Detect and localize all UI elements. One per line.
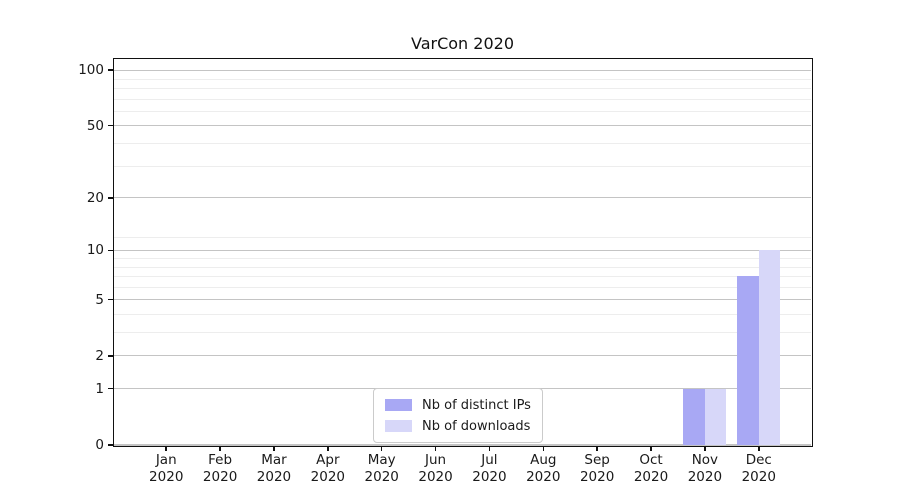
- x-tick-mark: [219, 446, 221, 451]
- y-tick-mark: [107, 387, 113, 390]
- x-tick-label: Nov 2020: [670, 452, 740, 485]
- x-tick-year: 2020: [202, 468, 238, 485]
- y-gridline-minor: [114, 314, 811, 316]
- x-tick-month: May: [367, 452, 396, 468]
- y-gridline-major: [114, 69, 811, 71]
- y-gridline-minor: [114, 78, 811, 80]
- x-tick-mark: [758, 446, 760, 451]
- y-tick-label: 50: [86, 117, 104, 134]
- x-tick-month: Oct: [639, 452, 663, 468]
- x-tick-year: 2020: [310, 468, 345, 485]
- y-tick-label: 100: [78, 62, 104, 79]
- x-tick-year: 2020: [687, 468, 723, 485]
- x-tick-label: Aug 2020: [508, 452, 578, 485]
- y-gridline-minor: [114, 111, 811, 113]
- legend-item-downloads: Nb of downloads: [385, 417, 531, 435]
- legend-swatch-distinct-ips: [385, 399, 412, 411]
- y-gridline-major: [114, 444, 811, 446]
- x-tick-year: 2020: [579, 468, 615, 485]
- y-gridline-minor: [114, 286, 811, 288]
- y-gridline-major: [114, 355, 811, 357]
- x-tick-mark: [380, 446, 383, 451]
- y-tick-mark: [107, 298, 113, 301]
- y-gridline-minor: [114, 88, 811, 90]
- x-tick-year: 2020: [633, 468, 669, 485]
- x-tick-mark: [650, 446, 652, 451]
- legend-label-downloads: Nb of downloads: [422, 418, 531, 434]
- x-tick-mark: [165, 446, 167, 451]
- y-tick-label: 2: [95, 347, 104, 364]
- y-gridline-minor: [114, 332, 811, 334]
- legend-swatch-downloads: [385, 420, 412, 432]
- x-tick-label: Sep 2020: [562, 452, 632, 485]
- x-tick-year: 2020: [149, 468, 184, 485]
- bar-nb-of-downloads-dec: [758, 250, 781, 445]
- x-tick-month: Jul: [481, 452, 498, 468]
- y-tick-label: 1: [95, 380, 104, 397]
- y-tick-mark: [107, 444, 113, 446]
- bar-nb-of-downloads-nov: [704, 388, 727, 445]
- x-tick-year: 2020: [364, 468, 399, 485]
- x-tick-month: Feb: [208, 452, 233, 468]
- y-tick-label: 0: [95, 437, 104, 453]
- y-gridline-minor: [114, 258, 811, 260]
- x-tick-mark: [704, 446, 706, 451]
- x-tick-mark: [596, 446, 598, 451]
- y-gridline-minor: [114, 266, 811, 268]
- y-tick-label: 20: [86, 189, 104, 206]
- y-tick-mark: [107, 124, 113, 127]
- x-tick-label: Apr 2020: [293, 452, 363, 485]
- x-tick-month: Sep: [584, 452, 610, 468]
- x-tick-mark: [273, 446, 275, 451]
- x-tick-month: Aug: [530, 452, 557, 468]
- y-tick-mark: [107, 355, 113, 357]
- y-tick-label: 10: [86, 242, 104, 259]
- y-gridline-minor: [114, 143, 811, 145]
- y-tick-mark: [107, 249, 113, 252]
- y-gridline-minor: [114, 98, 811, 100]
- x-tick-year: 2020: [526, 468, 561, 485]
- y-gridline-minor: [114, 166, 811, 168]
- y-gridline-major: [114, 298, 811, 301]
- x-tick-year: 2020: [256, 468, 292, 485]
- x-tick-year: 2020: [472, 468, 507, 485]
- x-tick-label: Jun 2020: [401, 452, 471, 485]
- x-tick-month: Nov: [691, 452, 719, 468]
- y-gridline-minor: [114, 276, 811, 278]
- x-tick-month: Apr: [316, 452, 340, 468]
- x-tick-mark: [488, 446, 491, 451]
- x-tick-year: 2020: [741, 468, 776, 485]
- x-tick-label: Feb 2020: [185, 452, 255, 485]
- legend-label-distinct-ips: Nb of distinct IPs: [422, 397, 531, 413]
- x-tick-month: Mar: [261, 452, 287, 468]
- x-tick-label: Dec 2020: [724, 452, 794, 485]
- bar-nb-of-distinct-ips-dec: [737, 276, 759, 445]
- x-tick-mark: [327, 446, 329, 451]
- x-tick-label: May 2020: [347, 452, 417, 485]
- x-tick-month: Jun: [425, 452, 447, 468]
- y-gridline-major: [114, 249, 811, 251]
- x-tick-label: Mar 2020: [239, 452, 309, 485]
- bar-nb-of-distinct-ips-nov: [683, 388, 705, 445]
- y-tick-label: 5: [95, 291, 104, 308]
- x-tick-month: Dec: [745, 452, 772, 468]
- y-tick-mark: [107, 69, 113, 71]
- chart-title: VarCon 2020: [411, 34, 514, 53]
- plot-area: [114, 59, 811, 446]
- x-tick-mark: [434, 446, 437, 451]
- x-tick-mark: [542, 446, 545, 451]
- y-gridline-major: [114, 125, 811, 127]
- y-tick-mark: [107, 197, 113, 199]
- y-gridline-minor: [114, 236, 811, 238]
- x-tick-label: Jul 2020: [454, 452, 524, 485]
- legend: Nb of distinct IPs Nb of downloads: [373, 388, 543, 443]
- x-tick-label: Jan 2020: [131, 452, 201, 485]
- x-tick-label: Oct 2020: [616, 452, 686, 485]
- y-gridline-major: [114, 197, 811, 199]
- legend-item-distinct-ips: Nb of distinct IPs: [385, 396, 531, 414]
- x-tick-month: Jan: [155, 452, 177, 468]
- x-tick-year: 2020: [418, 468, 453, 485]
